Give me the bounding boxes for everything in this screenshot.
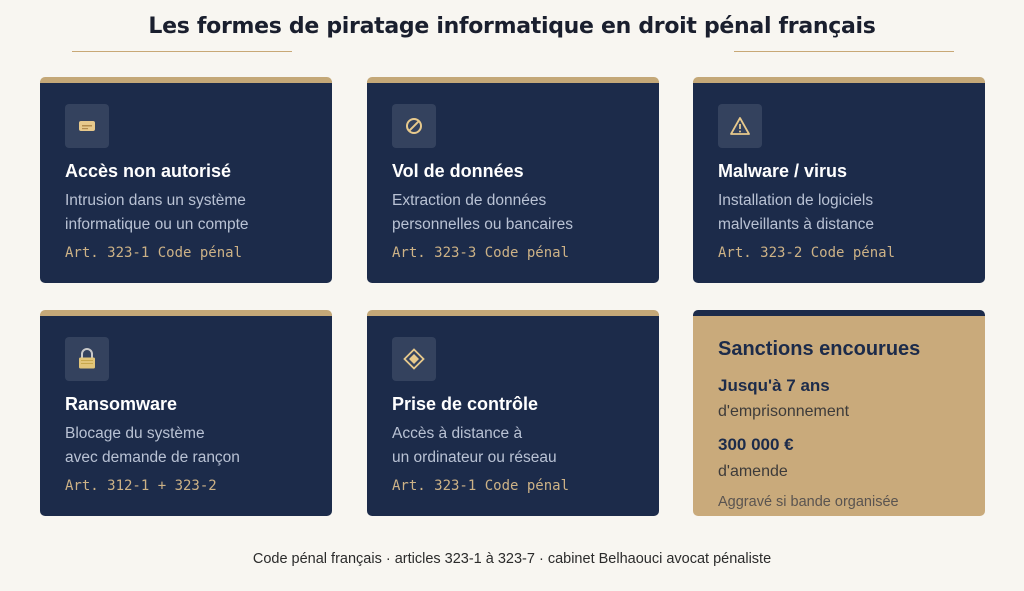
card-description: Accès à distance à un ordinateur ou rése… xyxy=(392,425,557,466)
keycard-icon xyxy=(65,104,109,148)
card-malware: Malware / virus Installation de logiciel… xyxy=(693,77,985,283)
aggravation-note: Aggravé si bande organisée xyxy=(718,494,899,510)
warning-icon xyxy=(718,104,762,148)
prison-label: d'emprisonnement xyxy=(718,403,850,420)
card-description: Installation de logiciels malveillants à… xyxy=(718,192,874,233)
card-remote-takeover: Prise de contrôle Accès à distance à un … xyxy=(367,310,659,516)
card-title: Accès non autorisé xyxy=(65,161,232,181)
diamond-icon xyxy=(392,337,436,381)
card-description: Intrusion dans un système informatique o… xyxy=(65,192,249,233)
lock-icon xyxy=(65,337,109,381)
card-law-reference: Art. 323-1 Code pénal xyxy=(65,245,243,261)
fine-value: 300 000 € xyxy=(718,435,794,454)
card-title: Malware / virus xyxy=(718,161,848,181)
card-description: Extraction de données personnelles ou ba… xyxy=(392,192,573,233)
card-law-reference: Art. 323-3 Code pénal xyxy=(392,245,570,261)
prison-value: Jusqu'à 7 ans xyxy=(718,376,830,395)
card-title: Ransomware xyxy=(65,394,178,414)
card-unauthorized-access: Accès non autorisé Intrusion dans un sys… xyxy=(40,77,332,283)
title-rule-right xyxy=(734,51,954,52)
card-title: Vol de données xyxy=(392,161,524,181)
title-rule-left xyxy=(72,51,292,52)
card-law-reference: Art. 323-1 Code pénal xyxy=(392,478,570,494)
sanctions-title: Sanctions encourues xyxy=(718,338,921,360)
card-description: Blocage du système avec demande de ranço… xyxy=(65,425,240,466)
footer-caption: Code pénal français · articles 323-1 à 3… xyxy=(252,551,772,567)
card-ransomware: Ransomware Blocage du système avec deman… xyxy=(40,310,332,516)
sanctions-card: Sanctions encourues Jusqu'à 7 ans d'empr… xyxy=(693,310,985,516)
card-law-reference: Art. 312-1 + 323-2 xyxy=(65,478,217,494)
fine-label: d'amende xyxy=(718,463,788,480)
prohibited-icon xyxy=(392,104,436,148)
card-law-reference: Art. 323-2 Code pénal xyxy=(718,245,896,261)
card-title: Prise de contrôle xyxy=(392,394,539,414)
page-title: Les formes de piratage informatique en d… xyxy=(148,14,876,39)
card-data-theft: Vol de données Extraction de données per… xyxy=(367,77,659,283)
